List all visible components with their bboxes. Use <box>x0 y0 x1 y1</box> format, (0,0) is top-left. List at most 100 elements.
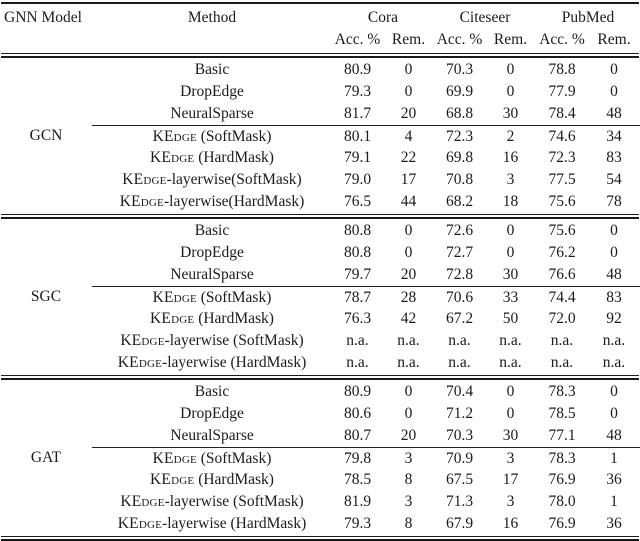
value-cell: 0 <box>404 244 413 261</box>
method-text: (HardMask) <box>194 310 274 327</box>
section-sgc: SGC Basic 80.8 0 72.6 0 75.6 0 DropEdge 80.8 0 72.7… <box>0 219 640 375</box>
value-cell: 71.2 <box>445 405 474 422</box>
value-cell: 28 <box>383 286 434 308</box>
value-cell: 80.9 <box>343 383 372 400</box>
method-cell: KEdge-layerwise (SoftMask) <box>92 491 332 513</box>
value-cell: 3 <box>506 493 515 510</box>
value-cell: 0 <box>610 405 618 422</box>
value-cell: 3 <box>383 447 434 469</box>
method-text: -layerwise (SoftMask) <box>164 493 304 510</box>
value-cell: 80.6 <box>343 405 372 422</box>
method-cell: KEdge-layerwise (SoftMask) <box>92 330 332 352</box>
value-cell: 1 <box>610 493 618 510</box>
value-cell: 0 <box>610 61 618 78</box>
method-cell: Basic <box>92 381 332 403</box>
method-text: -layerwise (HardMask) <box>162 515 307 532</box>
method-cell: KEdge-layerwise (HardMask) <box>92 513 332 535</box>
value-cell: n.a. <box>346 332 369 349</box>
method-cell: DropEdge <box>92 403 332 425</box>
value-cell: n.a. <box>397 354 420 371</box>
header-pubmed-acc: Acc. % <box>539 31 585 48</box>
value-cell: 36 <box>606 515 622 532</box>
method-cell: Basic <box>92 59 332 81</box>
value-cell: 0 <box>506 244 515 261</box>
section-gat: GAT Basic 80.9 0 70.4 0 78.3 0 DropEdge 80.6 0 71.2… <box>0 380 640 536</box>
method-text: NeuralSparse <box>170 266 254 283</box>
method-cell: Basic <box>92 220 332 242</box>
value-cell: 80.8 <box>343 222 372 239</box>
value-cell: 0 <box>610 383 618 400</box>
value-cell: 0 <box>610 83 618 100</box>
value-cell: 20 <box>400 427 417 444</box>
value-cell: 4 <box>383 125 434 147</box>
value-cell: 3 <box>506 171 515 188</box>
method-smallcaps-text: KEdge <box>119 193 164 210</box>
value-cell: 80.1 <box>332 125 383 147</box>
value-cell: 77.1 <box>548 427 576 444</box>
value-cell: 70.6 <box>434 286 485 308</box>
header-dataset-citeseer: Citeseer <box>459 9 511 26</box>
value-cell: 70.4 <box>445 383 474 400</box>
value-cell: 0 <box>404 61 413 78</box>
value-cell: 0 <box>506 61 515 78</box>
value-cell: 50 <box>502 310 519 327</box>
value-cell: 78.5 <box>548 405 576 422</box>
value-cell: 20 <box>400 105 417 122</box>
value-cell: 30 <box>502 105 519 122</box>
value-cell: 78.3 <box>548 383 576 400</box>
value-cell: 67.9 <box>445 515 474 532</box>
method-cell: KEdge (SoftMask) <box>92 125 332 147</box>
method-text: -layerwise (SoftMask) <box>164 332 304 349</box>
value-cell: 81.7 <box>343 105 372 122</box>
value-cell: 78.3 <box>536 447 588 469</box>
method-text: -layerwise(SoftMask) <box>166 171 302 188</box>
method-cell: KEdge (HardMask) <box>92 308 332 330</box>
value-cell: 80.9 <box>343 61 372 78</box>
value-cell: 80.7 <box>343 427 372 444</box>
value-cell: 74.6 <box>536 125 588 147</box>
value-cell: 72.0 <box>548 310 576 327</box>
value-cell: 22 <box>400 149 417 166</box>
header-rule <box>1 53 639 58</box>
top-rule <box>1 2 639 4</box>
method-text: NeuralSparse <box>170 427 254 444</box>
method-smallcaps-text: KEdge <box>117 515 163 532</box>
value-cell: 0 <box>506 222 515 239</box>
method-cell: NeuralSparse <box>92 103 332 125</box>
value-cell: 17 <box>502 471 519 488</box>
value-cell: 0 <box>506 83 515 100</box>
value-cell: 48 <box>606 266 622 283</box>
method-text: Basic <box>194 61 230 78</box>
method-text: DropEdge <box>180 244 244 261</box>
value-cell: 72.3 <box>434 125 485 147</box>
value-cell: 70.3 <box>445 61 474 78</box>
value-cell: n.a. <box>550 354 574 371</box>
method-smallcaps-text: KEdge <box>120 493 165 510</box>
value-cell: 68.2 <box>445 193 474 210</box>
value-cell: 54 <box>606 171 622 188</box>
value-cell: 3 <box>485 447 536 469</box>
method-cell: KEdge (HardMask) <box>92 469 332 491</box>
method-smallcaps-text: KEdge <box>152 450 197 467</box>
value-cell: 72.7 <box>445 244 474 261</box>
method-smallcaps-text: KEdge <box>120 332 165 349</box>
method-smallcaps-text: KEdge <box>150 471 195 488</box>
method-text: Basic <box>194 222 230 239</box>
value-cell: 34 <box>588 125 640 147</box>
header-pubmed-rem: Rem. <box>597 31 631 48</box>
value-cell: 8 <box>404 515 413 532</box>
value-cell: n.a. <box>602 354 626 371</box>
header-gnn-model: GNN Model <box>4 9 82 26</box>
value-cell: 76.3 <box>343 310 372 327</box>
value-cell: n.a. <box>499 354 522 371</box>
value-cell: 79.7 <box>343 266 372 283</box>
section-divider-rule <box>1 214 639 219</box>
method-text: DropEdge <box>180 405 244 422</box>
value-cell: 30 <box>502 427 519 444</box>
value-cell: 79.0 <box>343 171 372 188</box>
header-cora-rem: Rem. <box>391 31 426 48</box>
value-cell: 30 <box>502 266 519 283</box>
header-citeseer-rem: Rem. <box>493 31 528 48</box>
value-cell: 83 <box>606 149 622 166</box>
